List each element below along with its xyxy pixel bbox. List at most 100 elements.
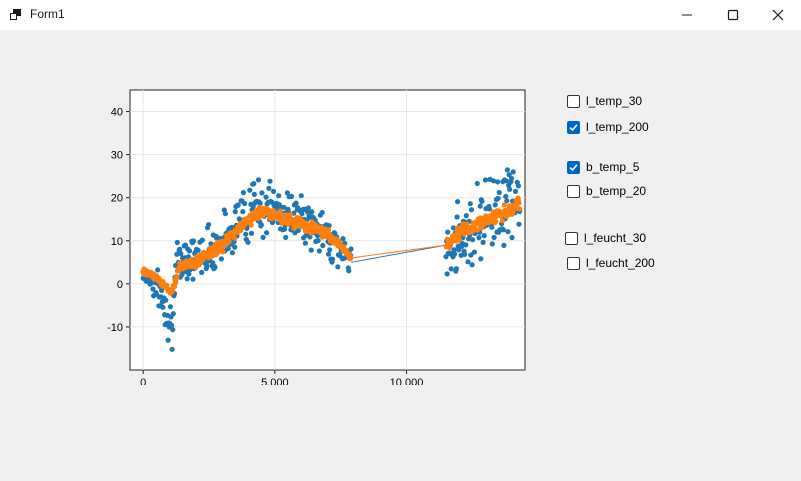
x-tick-label: 5.000	[261, 377, 289, 385]
checkbox-l-temp-200[interactable]: l_temp_200	[567, 120, 649, 134]
y-tick-label: 20	[111, 193, 123, 205]
data-point	[451, 247, 457, 253]
checkbox-label: b_temp_20	[586, 184, 647, 198]
data-series	[140, 167, 523, 352]
data-point	[243, 231, 249, 237]
data-point	[218, 256, 224, 262]
checkbox-box[interactable]	[567, 256, 580, 270]
data-point	[516, 206, 523, 212]
data-point	[309, 209, 315, 215]
data-point	[308, 230, 314, 236]
checkbox-box[interactable]	[567, 94, 580, 108]
data-point	[255, 177, 262, 183]
data-point	[174, 274, 180, 280]
data-point	[195, 247, 201, 253]
data-point	[159, 287, 165, 293]
data-point	[174, 251, 180, 257]
data-point	[169, 322, 175, 328]
data-point	[163, 297, 169, 303]
data-point	[480, 239, 486, 245]
data-point	[150, 286, 156, 292]
data-point	[276, 193, 282, 199]
data-point	[295, 227, 301, 233]
checkbox-b-temp-20[interactable]: b_temp_20	[567, 184, 646, 198]
data-point	[232, 244, 238, 250]
data-point	[266, 185, 272, 191]
data-point	[251, 181, 257, 187]
minimize-icon	[682, 14, 692, 16]
checkbox-label: l_feucht_200	[586, 256, 655, 270]
data-point	[499, 218, 505, 224]
data-point	[174, 239, 180, 246]
data-point	[259, 190, 265, 196]
maximize-icon	[727, 9, 739, 21]
data-point	[478, 256, 484, 262]
checkbox-box[interactable]	[567, 160, 580, 174]
data-point	[277, 208, 283, 214]
data-point	[493, 219, 499, 225]
data-point	[267, 178, 273, 184]
data-point	[492, 202, 498, 208]
checkbox-box[interactable]	[567, 184, 580, 198]
data-point	[248, 222, 254, 228]
data-point	[348, 255, 354, 261]
data-point	[308, 247, 314, 253]
data-point	[179, 271, 185, 278]
data-point	[457, 237, 463, 243]
maximize-button[interactable]	[710, 0, 756, 30]
data-point	[509, 234, 515, 241]
axes: -10 0 10 20 30 40 0 5.000 10.000	[107, 107, 423, 385]
data-point	[264, 230, 270, 236]
data-point	[446, 244, 452, 251]
data-point	[455, 199, 461, 205]
data-point	[479, 198, 485, 204]
data-point	[470, 237, 476, 243]
checkbox-label: b_temp_5	[586, 160, 640, 174]
close-button[interactable]	[755, 0, 801, 30]
data-point	[178, 251, 184, 257]
series-1	[140, 195, 523, 296]
data-point	[155, 267, 161, 273]
gap-line	[351, 244, 447, 259]
data-point	[325, 227, 332, 233]
data-point	[248, 230, 255, 236]
data-point	[293, 200, 299, 206]
checkbox-b-temp-5[interactable]: b_temp_5	[567, 160, 639, 174]
data-point	[346, 268, 352, 274]
data-point	[512, 188, 519, 194]
title-bar: Form1	[0, 0, 801, 31]
app-window-icon	[10, 9, 21, 20]
checkbox-l-feucht-200[interactable]: l_feucht_200	[567, 256, 655, 270]
data-point	[169, 346, 175, 352]
data-point	[247, 187, 253, 193]
data-point	[270, 188, 277, 194]
data-point	[257, 200, 263, 206]
data-point	[199, 269, 205, 275]
data-point	[503, 178, 509, 184]
data-point	[319, 209, 325, 216]
checkbox-box[interactable]	[567, 120, 580, 134]
data-point	[504, 198, 510, 204]
data-point	[486, 206, 492, 212]
data-point	[516, 200, 522, 206]
data-point	[186, 248, 193, 254]
checkbox-l-temp-30[interactable]: l_temp_30	[567, 94, 642, 108]
checkbox-box[interactable]	[565, 231, 578, 245]
data-point	[191, 238, 197, 244]
y-tick-label: 10	[111, 236, 123, 248]
data-point	[302, 240, 308, 246]
data-point	[255, 215, 261, 221]
data-point	[170, 327, 176, 333]
close-icon	[772, 9, 784, 21]
y-tick-label: 30	[111, 150, 123, 162]
data-point	[186, 271, 192, 277]
minimize-button[interactable]	[664, 0, 710, 30]
data-point	[335, 264, 341, 270]
data-point	[299, 211, 305, 217]
data-point	[170, 311, 176, 317]
y-tick-label: 40	[111, 107, 123, 119]
data-point	[461, 251, 468, 257]
checkbox-l-feucht-30[interactable]: l_feucht_30	[565, 231, 646, 245]
data-point	[476, 235, 482, 241]
data-point	[288, 211, 294, 217]
